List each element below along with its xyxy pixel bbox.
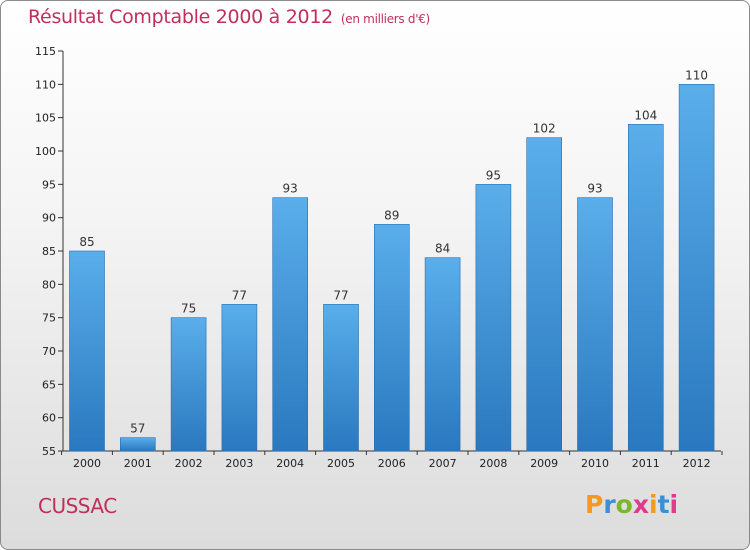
bar-2009 xyxy=(526,137,563,452)
bar-2000 xyxy=(69,250,105,452)
y-tick-label: 70 xyxy=(42,345,56,358)
logo-letter: i xyxy=(649,490,658,519)
value-label-2012: 110 xyxy=(685,68,708,82)
x-tick-label-2005: 2005 xyxy=(327,457,355,470)
y-tick-label: 90 xyxy=(42,212,56,225)
y-tick-label: 110 xyxy=(35,78,56,91)
bar-2006 xyxy=(373,224,410,452)
logo-letter: o xyxy=(615,490,633,519)
value-label-2001: 57 xyxy=(130,422,145,436)
bar-2008 xyxy=(475,184,512,452)
logo-letter: t xyxy=(657,490,670,519)
y-tick-label: 60 xyxy=(42,412,56,425)
bar-2010 xyxy=(577,197,613,452)
bar-2007 xyxy=(424,257,461,452)
x-tick-label-2010: 2010 xyxy=(581,457,609,470)
value-label-2009: 102 xyxy=(533,122,556,136)
y-tick-label: 115 xyxy=(35,45,56,58)
chart-title-text: Résultat Comptable 2000 à 2012 xyxy=(28,6,333,28)
bar-2012 xyxy=(678,84,715,452)
value-label-2000: 85 xyxy=(79,235,94,249)
x-tick-label-2009: 2009 xyxy=(530,457,558,470)
logo-letter: r xyxy=(603,490,616,519)
bars xyxy=(69,84,715,452)
value-label-2005: 77 xyxy=(333,288,348,302)
bar-2001 xyxy=(120,437,156,452)
labels: 85 2000 57 2001 75 2002 77 2003 93 2004 77 2005 89 20… xyxy=(73,68,711,470)
x-tick-label-2007: 2007 xyxy=(429,457,457,470)
x-tick-label-2002: 2002 xyxy=(175,457,203,470)
value-label-2008: 95 xyxy=(486,168,501,182)
place-name: CUSSAC xyxy=(38,494,117,518)
y-tick-label: 85 xyxy=(42,245,56,258)
value-label-2003: 77 xyxy=(232,288,247,302)
value-label-2006: 89 xyxy=(384,208,399,222)
x-tick-label-2003: 2003 xyxy=(225,457,253,470)
x-tick-label-2008: 2008 xyxy=(479,457,507,470)
y-tick-label: 75 xyxy=(42,312,56,325)
bar-2002 xyxy=(170,317,207,452)
value-label-2011: 104 xyxy=(634,108,657,122)
y-tick-label: 55 xyxy=(42,445,56,458)
proxiti-logo[interactable]: Proxiti xyxy=(585,490,678,519)
y-tick-label: 95 xyxy=(42,178,56,191)
x-tick-label-2011: 2011 xyxy=(632,457,660,470)
logo-letter: i xyxy=(669,490,679,519)
value-label-2002: 75 xyxy=(181,302,196,316)
bar-2004 xyxy=(272,197,309,452)
bar-2011 xyxy=(627,124,664,452)
y-tick-label: 65 xyxy=(42,378,56,391)
x-tick-label-2004: 2004 xyxy=(276,457,304,470)
chart-title: Résultat Comptable 2000 à 2012 (en millie… xyxy=(28,6,430,28)
value-label-2007: 84 xyxy=(435,242,450,256)
x-tick-label-2001: 2001 xyxy=(124,457,152,470)
y-tick-label: 105 xyxy=(35,112,56,125)
value-label-2004: 93 xyxy=(283,182,298,196)
bar-2003 xyxy=(221,304,258,452)
value-label-2010: 93 xyxy=(587,182,602,196)
y-tick-label: 100 xyxy=(35,145,56,158)
logo-letter: x xyxy=(632,490,649,519)
logo-letter: P xyxy=(585,490,604,519)
y-tick-label: 80 xyxy=(42,278,56,291)
x-tick-label-2006: 2006 xyxy=(378,457,406,470)
bar-2005 xyxy=(323,304,359,452)
x-tick-label-2012: 2012 xyxy=(683,457,711,470)
x-tick-label-2000: 2000 xyxy=(73,457,101,470)
chart-subtitle: (en milliers d'€) xyxy=(340,12,430,26)
